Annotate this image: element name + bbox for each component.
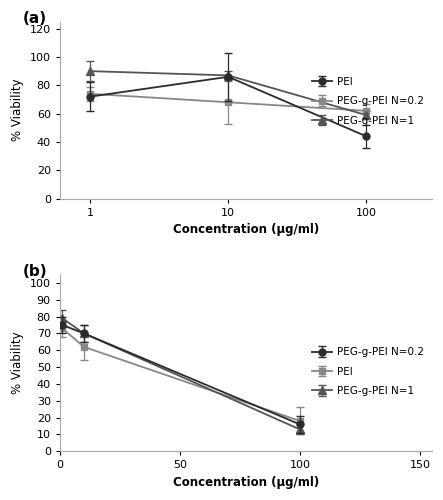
Y-axis label: % Viability: % Viability <box>11 79 24 142</box>
Legend: PEG-g-PEI N=0.2, PEI, PEG-g-PEI N=1: PEG-g-PEI N=0.2, PEI, PEG-g-PEI N=1 <box>308 344 427 399</box>
X-axis label: Concentration (μg/ml): Concentration (μg/ml) <box>173 223 319 236</box>
Y-axis label: % Viability: % Viability <box>11 332 24 394</box>
Text: (b): (b) <box>23 264 47 279</box>
X-axis label: Concentration (μg/ml): Concentration (μg/ml) <box>173 476 319 489</box>
Legend: PEI, PEG-g-PEI N=0.2, PEG-g-PEI N=1: PEI, PEG-g-PEI N=0.2, PEG-g-PEI N=1 <box>308 74 427 128</box>
Text: (a): (a) <box>23 11 47 26</box>
